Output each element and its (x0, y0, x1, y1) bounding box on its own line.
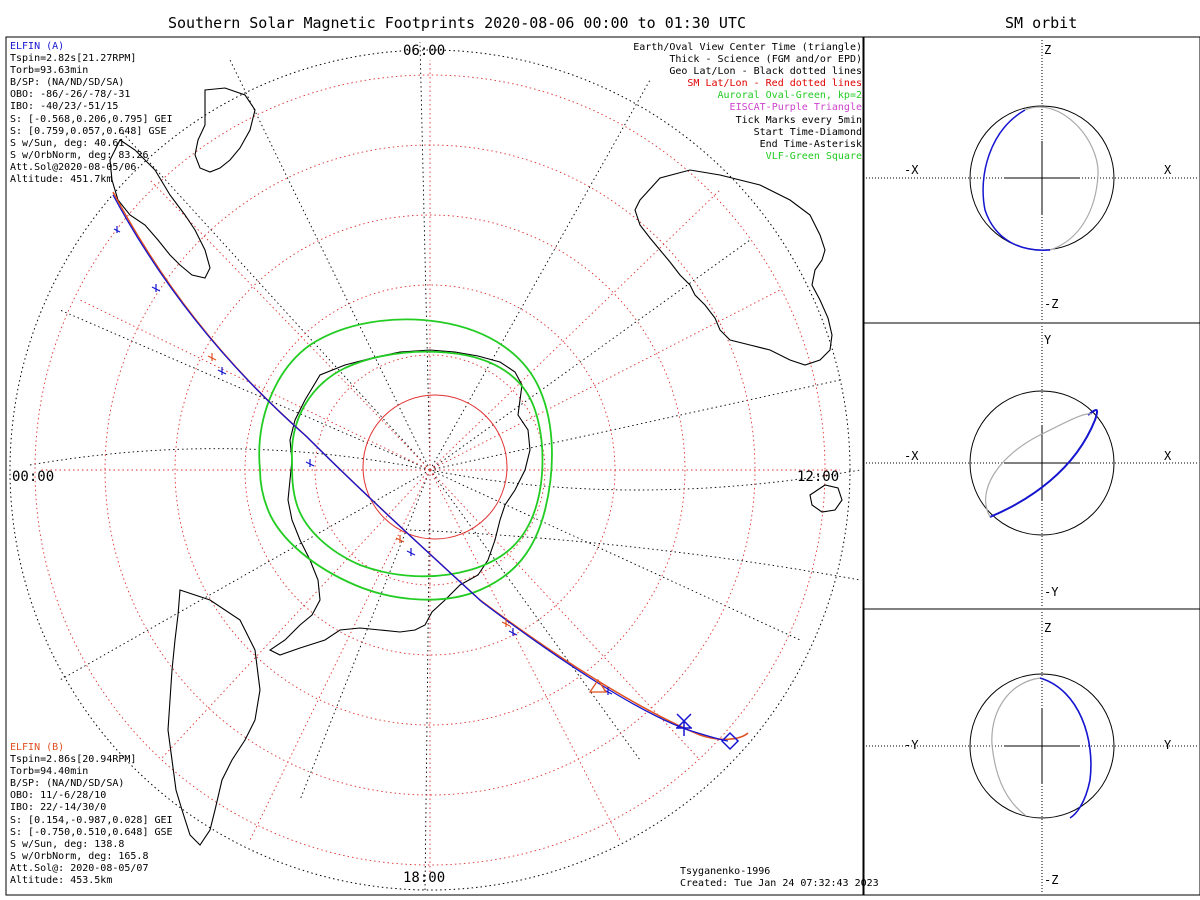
orbit-2-top-label: Y (1044, 333, 1052, 347)
legend-item: Auroral Oval-Green, kp=2 (717, 90, 863, 102)
elfin-a-line: S w/Sun, deg: 40.61 (10, 137, 125, 149)
australia-coast (634, 169, 833, 366)
africa-coast (194, 87, 256, 173)
elfin-a-line: Torb=93.63min (10, 65, 89, 77)
elfin-b-name: ELFIN (B) (10, 742, 65, 753)
elfin-a-line: S: [-0.568,0.206,0.795] GEI (10, 113, 173, 125)
legend-item: Geo Lat/Lon - Black dotted lines (669, 66, 862, 78)
legend-item: Earth/Oval View Center Time (triangle) (633, 42, 862, 53)
elfin-a-info: ELFIN (A) Tspin=2.82s[21.27RPM] Torb=93.… (10, 41, 250, 186)
orbit-panel-xy (866, 326, 1198, 606)
elfin-a-line: B/SP: (NA/ND/SD/SA) (10, 77, 125, 89)
auroral-oval (258, 318, 553, 601)
sm-pole-circle (362, 394, 508, 540)
orbit-panel-yz (866, 612, 1198, 892)
elfin-a-line: S w/OrbNorm, deg: 83.26 (10, 149, 149, 161)
elfin-b-line: OBO: 11/-6/28/10 (10, 790, 107, 802)
elfin-a-line: IBO: -40/23/-51/15 (10, 101, 119, 113)
legend-item: End Time-Asterisk (759, 138, 862, 150)
new-zealand-coast (809, 484, 843, 513)
map-horizon (9, 49, 851, 891)
elfin-a-line: Altitude: 451.7km (10, 174, 113, 186)
created-timestamp: Created: Tue Jan 24 07:32:43 2023 (680, 878, 879, 889)
legend-item: Tick Marks every 5min (735, 114, 862, 126)
time-label-right: 12:00 (797, 469, 840, 485)
orbit-1-bottom-label: -Z (1044, 297, 1059, 311)
legend-item: EISCAT-Purple Triangle (729, 102, 862, 114)
elfin-b-line: B/SP: (NA/ND/SD/SA) (10, 778, 125, 790)
orbit-title: SM orbit (1005, 14, 1078, 32)
elfin-a-line: S: [0.759,0.057,0.648] GSE (10, 125, 167, 137)
elfin-b-line: Altitude: 453.5km (10, 875, 113, 887)
elfin-b-line: Torb=94.40min (10, 766, 89, 778)
legend-item: Thick - Science (FGM and/or EPD) (669, 54, 862, 66)
elfin-b-line: S w/Sun, deg: 138.8 (10, 838, 125, 850)
orbit-3-top-label: Z (1044, 621, 1052, 635)
elfin-b-line: Att.Sol@: 2020-08-05/07 (10, 862, 149, 874)
orbit-2-left-label: -X (904, 449, 919, 463)
auroral-oval-inner (291, 350, 544, 578)
elfin-a-track (112, 194, 729, 742)
elfin-b-track (112, 191, 749, 741)
elfin-b-line: S: [-0.750,0.510,0.648] GSE (10, 826, 173, 838)
coastlines (109, 87, 843, 846)
orbit-3-left-label: -Y (904, 738, 919, 752)
map-frame (5, 36, 864, 896)
legend-item: VLF-Green Square (765, 150, 862, 162)
south-africa-coast (167, 589, 261, 846)
elfin-a-name: ELFIN (A) (10, 41, 65, 52)
orbit-1-top-label: Z (1044, 43, 1052, 57)
elfin-a-line: Att.Sol@2020-08-05/06 (10, 161, 137, 173)
time-label-bottom: 18:00 (403, 870, 446, 886)
elfin-b-ticks (207, 353, 511, 627)
orbit-2-bottom-label: -Y (1044, 585, 1059, 599)
auroral-oval-outer (258, 318, 553, 601)
sm-grid (34, 60, 840, 880)
end-asterisk (676, 713, 692, 736)
orbit-frame (863, 36, 1200, 896)
legend-item: SM Lat/Lon - Red dotted lines (687, 78, 862, 90)
time-label-left: 00:00 (12, 469, 55, 485)
view-center-triangle (588, 678, 608, 693)
elfin-a-ticks (113, 226, 613, 695)
orbit-1-left-label: -X (904, 163, 919, 177)
model-credit: Tsyganenko-1996 (680, 866, 771, 877)
orbit-3-bottom-label: -Z (1044, 873, 1059, 887)
elfin-a-line: OBO: -86/-26/-78/-31 (10, 89, 131, 101)
geo-grid (29, 41, 861, 891)
elfin-b-line: Tspin=2.86s[20.94RPM] (10, 754, 137, 766)
elfin-a-line: Tspin=2.82s[21.27RPM] (10, 53, 137, 65)
orbit-1-right-label: X (1164, 163, 1172, 177)
start-diamond (720, 731, 740, 751)
orbit-2-right-label: X (1164, 449, 1172, 463)
elfin-b-info: ELFIN (B) Tspin=2.86s[20.94RPM] Torb=94.… (10, 742, 250, 887)
elfin-b-line: S: [0.154,-0.987,0.028] GEI (10, 814, 173, 826)
orbit-3-right-label: Y (1164, 738, 1172, 752)
map-legend: Earth/Oval View Center Time (triangle) T… (633, 42, 862, 163)
legend-item: Start Time-Diamond (753, 126, 862, 138)
orbit-panel-xz (866, 40, 1198, 320)
elfin-b-line: IBO: 22/-14/30/0 (10, 802, 107, 814)
time-label-top: 06:00 (403, 43, 446, 59)
plot-title: Southern Solar Magnetic Footprints 2020-… (168, 14, 746, 32)
elfin-b-line: S w/OrbNorm, deg: 165.8 (10, 850, 149, 862)
